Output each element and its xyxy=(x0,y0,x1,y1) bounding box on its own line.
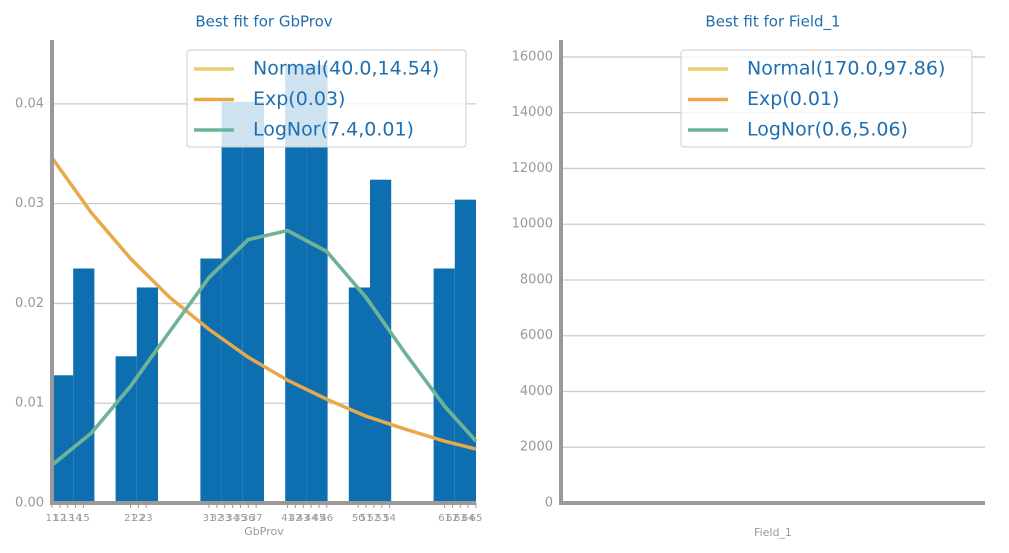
bar xyxy=(285,64,307,504)
x-axis-label: GbProv xyxy=(244,525,284,538)
x-tick-label: 64 xyxy=(462,513,475,524)
y-tick-label: 0.01 xyxy=(15,396,44,411)
x-tick-label: 62 xyxy=(446,513,459,524)
x-tick-label: 34 xyxy=(226,513,239,524)
y-tick-label: 12000 xyxy=(512,161,553,176)
x-tick-label: 23 xyxy=(140,513,153,524)
x-tick-label: 54 xyxy=(383,513,396,524)
x-tick-label: 41 xyxy=(281,513,294,524)
x-tick-label: 32 xyxy=(211,513,224,524)
x-tick-label: 51 xyxy=(360,513,373,524)
x-tick-label: 35 xyxy=(234,513,247,524)
x-tick-label: 12 xyxy=(53,513,66,524)
bar xyxy=(454,199,476,504)
x-tick-label: 22 xyxy=(132,513,145,524)
y-tick-label: 8000 xyxy=(520,272,553,287)
y-tick-label: 4000 xyxy=(520,384,553,399)
x-tick-label: 14 xyxy=(69,513,82,524)
chart-title: Best fit for Field_1 xyxy=(705,13,840,32)
x-tick-label: 45 xyxy=(313,513,326,524)
bar xyxy=(115,356,137,503)
bar xyxy=(348,287,370,503)
x-tick-label: 44 xyxy=(305,513,318,524)
x-tick-label: 11 xyxy=(46,513,59,524)
legend-label: Normal(170.0,97.86) xyxy=(747,58,945,80)
y-tick-label: 6000 xyxy=(520,328,553,343)
y-tick-label: 0.03 xyxy=(15,196,44,211)
y-tick-label: 0.00 xyxy=(15,496,44,511)
x-tick-label: 53 xyxy=(375,513,388,524)
x-tick-label: 43 xyxy=(297,513,310,524)
x-tick-label: 61 xyxy=(438,513,451,524)
x-tick-label: 13 xyxy=(61,513,74,524)
x-tick-label: 65 xyxy=(470,513,483,524)
bar xyxy=(242,101,264,503)
x-tick-label: 42 xyxy=(289,513,302,524)
x-tick-label: 36 xyxy=(242,513,255,524)
x-tick-label: 46 xyxy=(320,513,333,524)
y-tick-label: 0.02 xyxy=(15,296,44,311)
y-tick-label: 10000 xyxy=(512,217,553,232)
x-tick-label: 52 xyxy=(368,513,381,524)
x-tick-label: 63 xyxy=(454,513,467,524)
legend-label: LogNor(7.4,0.01) xyxy=(253,119,414,141)
legend-box xyxy=(680,49,973,148)
bar xyxy=(221,101,243,503)
bar xyxy=(200,258,222,503)
x-axis-label: Field_1 xyxy=(754,526,792,539)
bar xyxy=(73,268,95,503)
y-tick-label: 2000 xyxy=(520,440,553,455)
bar xyxy=(433,268,455,503)
legend-label: Normal(40.0,14.54) xyxy=(253,58,439,80)
x-tick-label: 31 xyxy=(203,513,216,524)
legend-label: Exp(0.03) xyxy=(253,88,345,110)
x-tick-label: 21 xyxy=(124,513,137,524)
y-tick-label: 0.04 xyxy=(15,96,44,111)
y-tick-label: 16000 xyxy=(512,49,553,64)
legend-label: LogNor(0.6,5.06) xyxy=(747,119,908,141)
x-tick-label: 50 xyxy=(352,513,365,524)
bar xyxy=(370,179,392,503)
y-tick-label: 14000 xyxy=(512,105,553,120)
chart-title: Best fit for GbProv xyxy=(195,13,332,31)
x-tick-label: 15 xyxy=(77,513,90,524)
fit-line xyxy=(50,156,477,451)
legend-label: Exp(0.01) xyxy=(747,88,839,110)
bar xyxy=(136,287,158,503)
x-tick-label: 37 xyxy=(250,513,263,524)
x-tick-label: 33 xyxy=(218,513,231,524)
bar xyxy=(52,375,74,503)
y-tick-label: 0 xyxy=(545,496,553,511)
fit-line xyxy=(50,228,478,467)
legend-box xyxy=(186,49,467,148)
